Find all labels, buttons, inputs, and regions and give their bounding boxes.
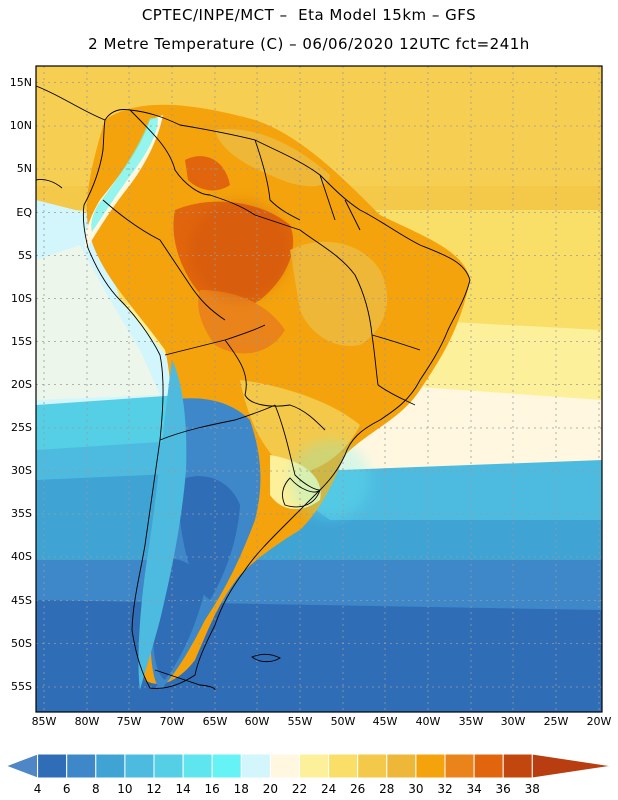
lon-label: 60W	[244, 715, 270, 728]
lon-label: 85W	[31, 715, 57, 728]
colorbar-label: 28	[379, 782, 395, 796]
colorbar-segment	[357, 753, 388, 779]
colorbar-label: 22	[291, 782, 308, 796]
lat-label: EQ	[16, 205, 32, 219]
colorbar-label: 26	[350, 782, 366, 796]
lon-label: 75W	[116, 715, 142, 728]
temperature-field	[36, 66, 602, 712]
lon-label: 30W	[500, 715, 526, 728]
title-line-2: 2 Metre Temperature (C) – 06/06/2020 12U…	[88, 35, 530, 53]
lon-label: 25W	[543, 715, 569, 728]
lon-label: 20W	[586, 715, 612, 728]
colorbar-segment	[386, 753, 417, 779]
lon-label: 80W	[74, 715, 100, 728]
colorbar-label: 14	[175, 782, 191, 796]
lat-label: 50S	[11, 636, 32, 650]
colorbar-segment	[211, 753, 242, 779]
colorbar-segment	[153, 753, 184, 779]
colorbar-right-arrow	[531, 753, 613, 779]
colorbar-segment	[328, 753, 359, 779]
lon-label: 40W	[415, 715, 441, 728]
map-frame	[35, 65, 603, 713]
colorbar-left-arrow	[4, 753, 39, 779]
colorbar-label: 32	[437, 782, 453, 796]
title-line-1: CPTEC/INPE/MCT – Eta Model 15km – GFS	[141, 6, 477, 24]
colorbar-segment	[124, 753, 155, 779]
colorbar-label: 10	[117, 782, 133, 796]
colorbar-segment	[473, 753, 504, 779]
graticule	[36, 66, 602, 712]
colorbar-label: 38	[524, 782, 540, 796]
lat-label: 5S	[18, 248, 32, 262]
colorbar-label: 34	[466, 782, 482, 796]
lat-label: 40S	[11, 550, 32, 563]
colorbar-label: 36	[495, 782, 511, 796]
colorbar-label: 16	[204, 782, 220, 796]
colorbar-label: 20	[262, 782, 279, 796]
lat-label: 55S	[11, 680, 32, 693]
colorbar-segment	[37, 753, 68, 779]
lon-label: 35W	[458, 715, 484, 728]
colorbar-segment	[299, 753, 330, 779]
colorbar-segment	[502, 753, 533, 779]
lat-label: 5N	[16, 162, 32, 175]
colorbar-label: 4	[33, 782, 42, 796]
colorbar-segment	[240, 753, 271, 779]
colorbar-label: 6	[62, 782, 71, 796]
lat-label: 15N	[9, 75, 32, 89]
colorbar-label: 18	[233, 782, 249, 796]
lat-label: 30S	[11, 464, 32, 477]
colorbar-label: 24	[320, 782, 337, 796]
lat-label: 35S	[11, 507, 32, 520]
lon-label: 50W	[330, 715, 356, 728]
colorbar-segment	[66, 753, 97, 779]
lon-label: 55W	[287, 715, 313, 728]
colorbar-segment	[269, 753, 300, 779]
coastlines-and-borders	[36, 85, 471, 691]
colorbar	[4, 753, 613, 779]
lon-label: 65W	[202, 715, 228, 728]
colorbar-label: 8	[91, 782, 100, 796]
colorbar-segment	[95, 753, 126, 779]
lat-label: 25S	[11, 421, 32, 434]
colorbar-label: 30	[408, 782, 424, 796]
lat-label: 45S	[11, 593, 32, 607]
lat-label: 10N	[9, 119, 32, 132]
lon-label: 70W	[159, 715, 185, 728]
colorbar-segment	[444, 753, 475, 779]
lat-label: 15S	[11, 334, 32, 348]
colorbar-segment	[182, 753, 213, 779]
lat-label: 20S	[11, 377, 32, 391]
colorbar-label: 12	[146, 782, 162, 796]
colorbar-segment	[415, 753, 446, 779]
lat-label: 10S	[11, 291, 32, 305]
lon-label: 45W	[372, 715, 398, 728]
